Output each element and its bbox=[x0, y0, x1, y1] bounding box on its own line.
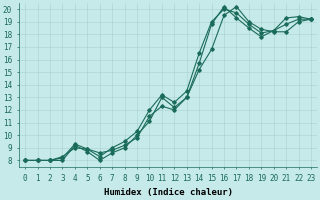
X-axis label: Humidex (Indice chaleur): Humidex (Indice chaleur) bbox=[104, 188, 233, 197]
